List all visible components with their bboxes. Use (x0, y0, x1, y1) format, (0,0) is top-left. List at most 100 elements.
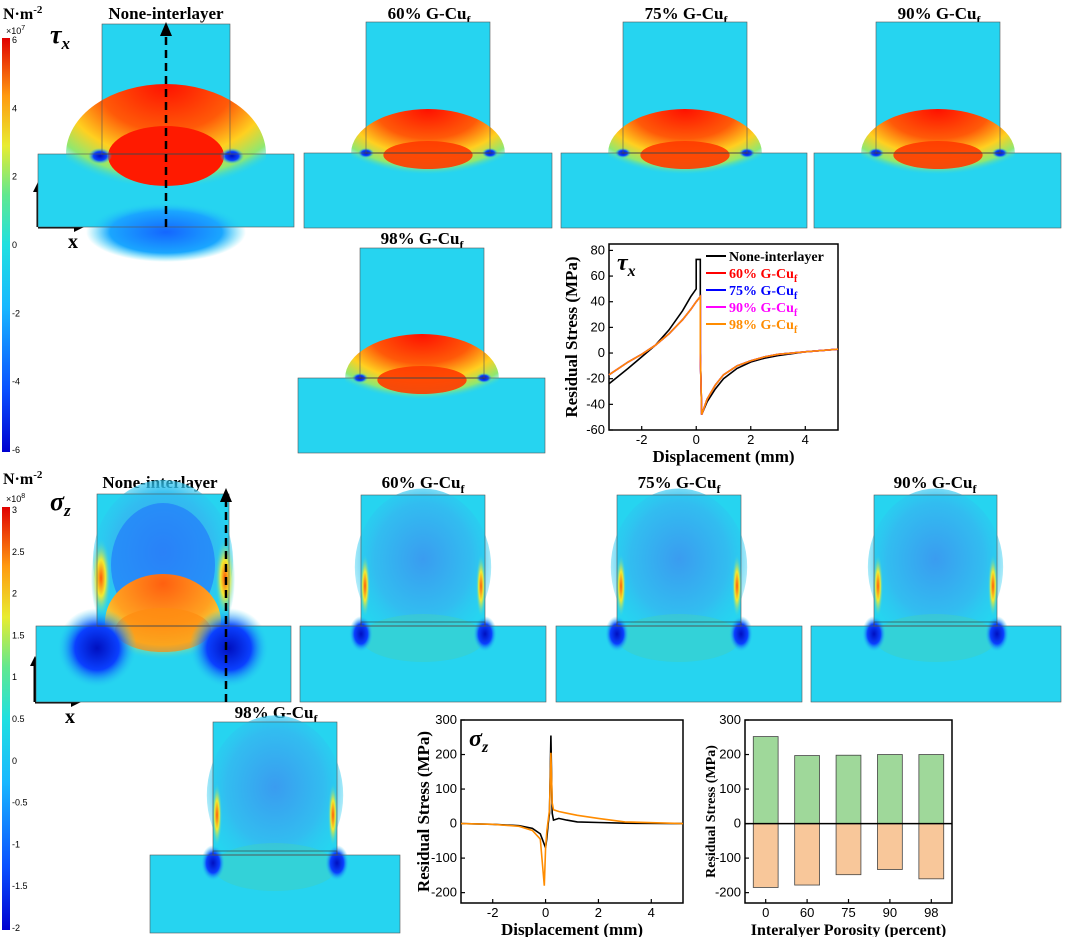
y-tick-label: 200 (719, 747, 741, 762)
field-symbol-b: σz (50, 487, 71, 520)
colorbar-tick: -1 (12, 839, 20, 849)
tau-map-90-g-cuf: 90% G-Cuf (813, 4, 1062, 229)
y-tick-label: 0 (734, 816, 741, 831)
y-axis-label: Residual Stress (MPa) (562, 256, 581, 417)
map-title: 90% G-Cuf (894, 473, 978, 496)
panel-b: N·m-2 ×108 32.521.510.50-0.5-1-1.5-2 σz … (2, 469, 1062, 934)
map-title: 90% G-Cuf (898, 4, 982, 27)
tau-map-75-g-cuf: 75% G-Cuf (560, 4, 808, 229)
unit-label-a: N·m-2 (3, 4, 43, 23)
series-line-1 (460, 752, 684, 886)
bar-negative (918, 823, 945, 880)
colorbar-tick: 0.5 (12, 714, 25, 724)
bar-positive (794, 755, 820, 824)
y-tick-label: -200 (715, 885, 741, 900)
bar-positive (752, 736, 779, 824)
colorbar-tick: -1.5 (12, 881, 28, 891)
map-title: 60% G-Cuf (382, 473, 466, 496)
chart-title: τx (617, 250, 636, 280)
plot-frame (608, 243, 839, 431)
colorbar-exponent-b: ×108 (6, 493, 25, 504)
map-title: 98% G-Cuf (235, 703, 319, 726)
axis-x-label-a: x (68, 231, 78, 253)
x-tick-label: 60 (800, 905, 814, 920)
legend-label: 98% G-Cuf (729, 318, 798, 336)
x-tick-label: 4 (802, 432, 809, 447)
colorbar-tick: -0.5 (12, 798, 28, 808)
sigma-map-75-g-cuf: 75% G-Cuf (555, 473, 803, 703)
bar-negative (752, 823, 779, 888)
map-title: 75% G-Cuf (638, 473, 722, 496)
y-tick-label: 40 (591, 294, 605, 309)
porosity-bar-chart: 0 60 75 90 98 -200 -100 0 100 200 300 Interalyer Po… (704, 712, 953, 937)
map-title: None-interlayer (108, 4, 224, 23)
bar-positive (835, 754, 862, 824)
bar-positive (877, 754, 903, 824)
x-axis-label: Displacement (mm) (501, 920, 643, 937)
y-tick-label: 0 (598, 345, 605, 360)
sigma-map-98-g-cuf: 98% G-Cuf (149, 703, 401, 934)
sigma-map-60-g-cuf: 60% G-Cuf (299, 473, 547, 703)
colorbar-tick: -6 (12, 445, 20, 455)
colorbar-tick: 2.5 (12, 547, 25, 557)
bar-negative (835, 823, 862, 876)
x-axis-label: Interalyer Porosity (percent) (751, 922, 947, 937)
y-tick-label: -20 (586, 371, 605, 386)
y-tick-label: -40 (586, 396, 605, 411)
colorbar-ticks-a: 6 4 2 0 -2 -4 -6 (12, 35, 20, 455)
legend-label: 60% G-Cuf (729, 267, 798, 285)
tau-map-60-g-cuf: 60% G-Cuf (303, 4, 553, 229)
colorbar-tick: -2 (12, 923, 20, 933)
series-line-4 (608, 294, 839, 415)
x-tick-label: -2 (636, 432, 648, 447)
y-tick-label: 100 (435, 781, 457, 796)
x-axis-label: Displacement (mm) (652, 447, 794, 466)
colorbar-tick: 4 (12, 103, 17, 113)
legend-label: 75% G-Cuf (729, 284, 798, 302)
y-tick-label: -100 (431, 850, 457, 865)
y-tick-label: -60 (586, 422, 605, 437)
x-tick-label: 0 (762, 905, 769, 920)
map-title: 60% G-Cuf (388, 4, 472, 27)
colorbar-tick: 3 (12, 505, 17, 515)
y-axis-label: Residual Stress (MPa) (414, 731, 433, 892)
colorbar-tick: 2 (12, 172, 17, 182)
colorbar-tick: 2 (12, 589, 17, 599)
y-tick-label: -100 (715, 850, 741, 865)
x-tick-label: 90 (883, 905, 897, 920)
bar-negative (794, 823, 820, 886)
bar-positive (918, 754, 945, 824)
x-tick-label: 2 (595, 905, 602, 920)
x-tick-label: 0 (693, 432, 700, 447)
y-tick-label: 100 (719, 781, 741, 796)
sigma-map-none-interlayer: None-interlayer (35, 473, 292, 703)
y-tick-label: 60 (591, 268, 605, 283)
y-tick-label: 300 (435, 712, 457, 727)
y-tick-label: -200 (431, 885, 457, 900)
y-tick-label: 80 (591, 242, 605, 257)
y-tick-label: 200 (435, 747, 457, 762)
sigma-line-chart: -2 0 2 4 -200 -100 0 100 200 300 Displacement (mm)… (414, 712, 684, 937)
colorbar-b (2, 507, 10, 930)
sigma-map-90-g-cuf: 90% G-Cuf (810, 473, 1062, 703)
colorbar-ticks-b: 3 2.5 2 1.5 1 0.5 0 -0.5 -1 -1.5 -2 (12, 505, 28, 933)
colorbar-tick: 0 (12, 240, 17, 250)
bar-negative (877, 823, 903, 870)
x-tick-label: 0 (542, 905, 549, 920)
colorbar-tick: 1.5 (12, 630, 25, 640)
colorbar-tick: 0 (12, 756, 17, 766)
colorbar-tick: 6 (12, 35, 17, 45)
y-tick-label: 20 (591, 319, 605, 334)
map-title: 75% G-Cuf (645, 4, 729, 27)
legend-label: None-interlayer (729, 250, 824, 265)
plot-frame (460, 719, 684, 904)
unit-label-b: N·m-2 (3, 469, 43, 488)
x-tick-label: 98 (924, 905, 938, 920)
x-tick-label: -2 (487, 905, 499, 920)
colorbar-tick: -4 (12, 377, 20, 387)
colorbar-exponent-a: ×107 (6, 25, 25, 36)
